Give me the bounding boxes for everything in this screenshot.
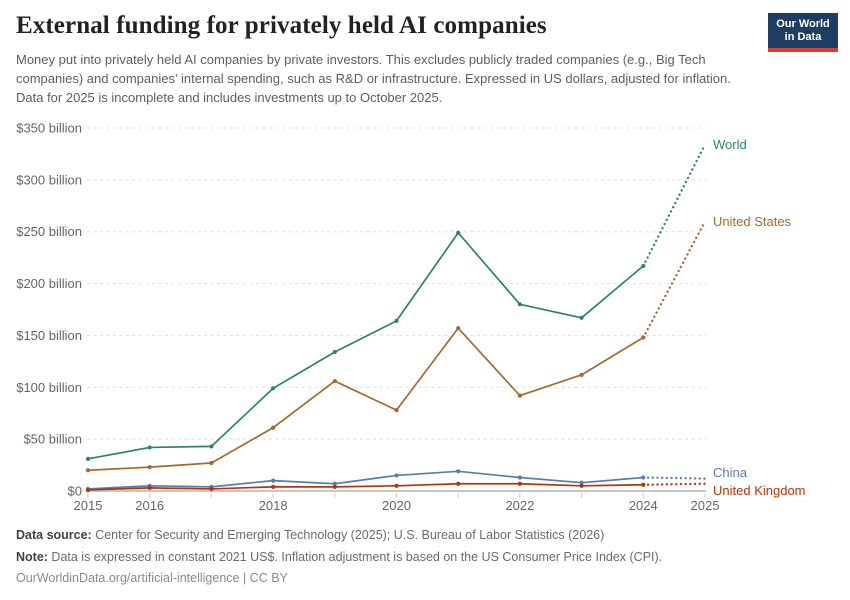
data-point-world: [147, 445, 152, 450]
data-source-line: Data source: Center for Security and Eme…: [16, 525, 826, 547]
data-point-world: [209, 444, 214, 449]
y-axis-label: $200 billion: [16, 276, 82, 291]
data-point-united-kingdom: [394, 483, 399, 488]
data-point-china: [517, 475, 523, 480]
projection-line-world[interactable]: [642, 143, 707, 268]
data-point-united-states: [209, 460, 214, 466]
logo-line-1: Our World: [776, 18, 830, 30]
x-axis-label: 2025: [691, 498, 720, 513]
data-point-world: [579, 315, 584, 320]
page-title: External funding for privately held AI c…: [16, 12, 547, 39]
y-axis-label: $50 billion: [23, 432, 82, 447]
line-world[interactable]: [87, 231, 645, 460]
data-source-text: Center for Security and Emerging Technol…: [91, 528, 605, 542]
y-axis-label: $250 billion: [16, 224, 82, 239]
x-axis-label: 2016: [135, 498, 164, 513]
data-point-china: [271, 478, 276, 483]
chart-subtitle: Money put into privately held AI compani…: [16, 52, 731, 105]
series-label-world[interactable]: World: [713, 137, 747, 152]
data-point-united-kingdom: [209, 486, 214, 492]
data-point-united-kingdom: [85, 487, 91, 493]
note-text: Data is expressed in constant 2021 US$. …: [47, 549, 663, 564]
data-point-united-states: [456, 326, 461, 331]
data-point-china: [456, 469, 461, 474]
data-point-united-kingdom: [271, 484, 276, 489]
chart-footer: Data source: Center for Security and Eme…: [16, 525, 826, 590]
data-point-united-states: [394, 408, 399, 413]
data-point-united-kingdom: [332, 484, 337, 489]
data-point-united-kingdom: [456, 481, 461, 486]
data-point-world: [271, 386, 276, 391]
x-axis-label: 2015: [74, 498, 103, 513]
y-axis-label: $0: [68, 484, 82, 499]
data-point-world: [394, 318, 399, 324]
data-point-united-kingdom: [641, 482, 646, 487]
line-united-states[interactable]: [87, 327, 645, 472]
data-point-united-states: [332, 378, 337, 384]
data-point-china: [641, 475, 646, 480]
projection-line-united-kingdom[interactable]: [642, 482, 707, 486]
line-china[interactable]: [87, 470, 645, 490]
data-point-world: [332, 349, 337, 355]
series-label-united-states[interactable]: United States: [713, 214, 792, 229]
data-point-united-states: [85, 468, 91, 473]
line-united-kingdom[interactable]: [87, 482, 645, 491]
logo-line-2: in Data: [784, 31, 822, 43]
x-axis-label: 2022: [505, 498, 534, 513]
citation-line: OurWorldinData.org/artificial-intelligen…: [16, 571, 288, 585]
series-label-china[interactable]: China: [713, 465, 748, 480]
data-point-china: [579, 480, 584, 485]
note-label: Note:: [16, 549, 48, 564]
data-point-united-states: [271, 425, 276, 430]
data-point-united-states: [579, 372, 584, 377]
note-line: Note: Data is expressed in constant 2021…: [16, 547, 826, 569]
data-point-china: [394, 473, 399, 478]
x-axis-label: 2020: [382, 498, 411, 513]
data-point-china: [332, 481, 337, 486]
data-point-world: [517, 302, 523, 307]
data-source-label: Data source:: [16, 528, 92, 542]
data-point-united-states: [641, 335, 646, 340]
data-point-world: [641, 263, 646, 269]
data-point-world: [85, 456, 91, 461]
y-axis-label: $150 billion: [16, 328, 82, 343]
x-axis-label: 2018: [259, 498, 288, 513]
data-point-united-kingdom: [579, 483, 584, 488]
owid-logo[interactable]: Our World in Data: [768, 13, 838, 52]
y-axis-label: $350 billion: [16, 121, 82, 136]
projection-line-united-states[interactable]: [642, 220, 707, 339]
data-point-united-states: [517, 393, 523, 398]
y-axis-label: $100 billion: [16, 380, 82, 395]
series-label-united-kingdom[interactable]: United Kingdom: [713, 483, 806, 498]
data-point-united-states: [147, 465, 152, 470]
x-axis-label: 2024: [629, 498, 658, 513]
data-point-united-kingdom: [517, 481, 523, 486]
data-point-united-kingdom: [147, 485, 152, 490]
y-axis-label: $300 billion: [16, 172, 82, 187]
projection-line-china[interactable]: [642, 476, 707, 480]
data-point-world: [456, 230, 461, 235]
